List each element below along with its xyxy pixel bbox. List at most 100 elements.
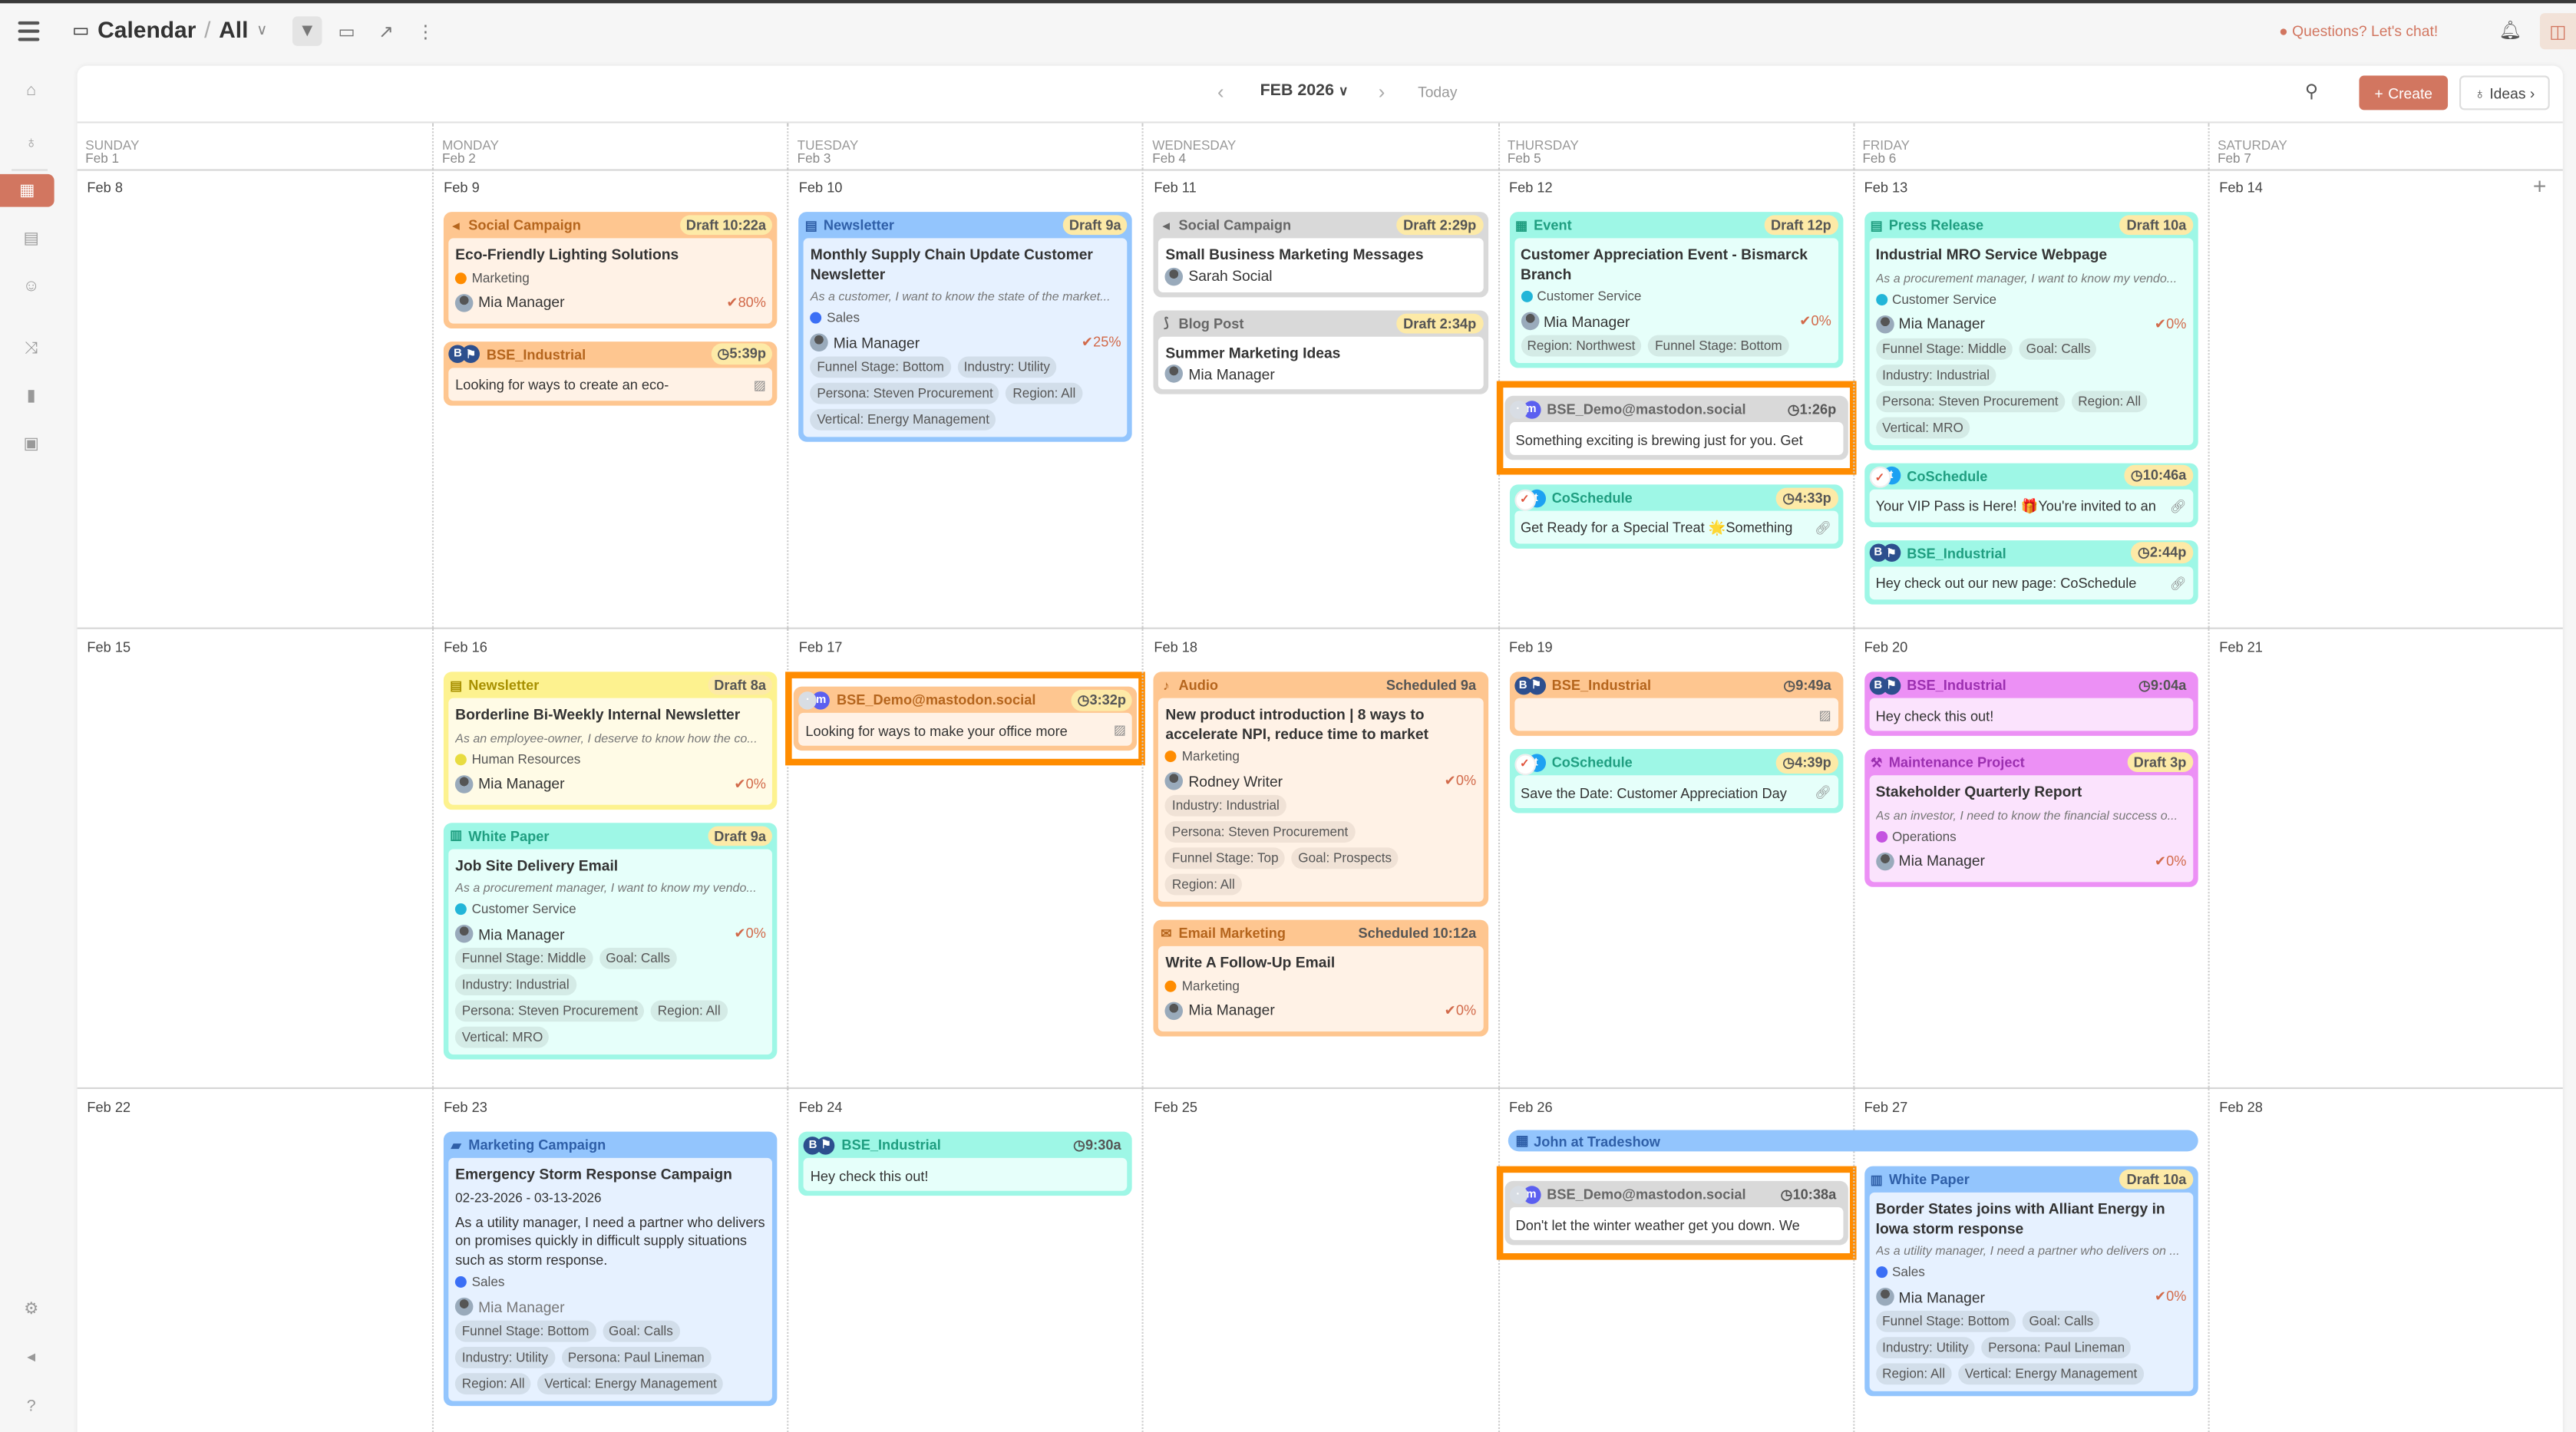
multi-day-event[interactable]: ▦ John at Tradeshow [1507, 1130, 2198, 1152]
social-post-card[interactable]: · m BSE_Demo@mastodon.social ◷1:26p Somethin… [1504, 395, 1848, 460]
post-preview[interactable]: Hey check out our new page: CoSchedule 🔗︎ [1876, 574, 2187, 592]
tag[interactable]: Funnel Stage: Bottom [810, 356, 951, 378]
day-cell[interactable]: Feb 23 ▰ Marketing Campaign Emergency Storm… [432, 1087, 788, 1432]
day-cell[interactable]: Feb 17 · m BSE_Demo@mastodon.social ◷3:32p Lo… [785, 627, 1146, 1087]
tag[interactable]: Funnel Stage: Bottom [455, 1320, 596, 1342]
tag[interactable]: Industry: Utility [1875, 1337, 1976, 1359]
sidebar-item-settings[interactable]: ⚙ [10, 1292, 53, 1325]
post-preview[interactable]: Hey check this out! [1876, 706, 2187, 724]
post-preview[interactable]: Save the Date: Customer Appreciation Day… [1521, 784, 1831, 802]
sidebar-item-people[interactable]: ☺ [10, 269, 53, 302]
tag[interactable]: Funnel Stage: Bottom [1875, 1310, 2016, 1332]
tag[interactable]: Funnel Stage: Middle [455, 947, 593, 969]
post-preview[interactable]: Your VIP Pass is Here! 🎁You're invited t… [1876, 497, 2187, 515]
day-cell[interactable]: Feb 24 B ⚑ BSE_Industrial ◷9:30a Hey check th… [787, 1087, 1143, 1432]
content-card[interactable]: ▤ Press Release Draft 10a Industrial MRO Se… [1864, 212, 2198, 450]
tag[interactable]: Persona: Steven Procurement [1875, 390, 2066, 412]
tag[interactable]: Region: All [455, 1373, 532, 1395]
tag[interactable]: Vertical: MRO [1875, 416, 1970, 438]
day-cell[interactable]: Feb 20 B ⚑ BSE_Industrial ◷9:04a Hey check th… [1852, 627, 2208, 1087]
day-cell[interactable]: Feb 13 ▤ Press Release Draft 10a Industrial … [1852, 167, 2208, 628]
content-card[interactable]: ♪ Audio Scheduled 9a New product introducti… [1154, 671, 1488, 907]
tag[interactable]: Region: All [2071, 390, 2148, 412]
content-title[interactable]: Summer Marketing Ideas [1165, 344, 1341, 361]
more-icon[interactable]: ⋮ [416, 21, 435, 42]
view-selector[interactable]: All [219, 16, 249, 43]
day-cell[interactable]: Feb 26 · m BSE_Demo@mastodon.social ◷10:38a D… [1495, 1087, 1856, 1432]
tag[interactable]: Funnel Stage: Top [1165, 847, 1286, 869]
tag[interactable]: Vertical: MRO [455, 1026, 550, 1048]
post-preview[interactable]: Looking for ways to create an eco- ▨ [455, 375, 766, 394]
sidebar-item-announcements[interactable]: ◂ [10, 1340, 53, 1373]
social-post-card[interactable]: ✓ t CoSchedule ◷4:39p Save the Date: Custome… [1508, 748, 1843, 813]
content-card[interactable]: ✉ Email Marketing Scheduled 10:12a Write A … [1154, 919, 1488, 1036]
content-card[interactable]: ◂ Social Campaign Draft 10:22a Eco-Friendly… [444, 212, 778, 328]
social-post-card[interactable]: · m BSE_Demo@mastodon.social ◷3:32p Looking … [794, 686, 1138, 751]
tag[interactable]: Persona: Steven Procurement [455, 1000, 645, 1022]
create-button[interactable]: + Create [2359, 75, 2449, 111]
today-button[interactable]: Today [1418, 84, 1458, 101]
sidebar-item-briefcase[interactable]: ▣ [10, 427, 53, 460]
tag[interactable]: Region: All [1875, 1363, 1952, 1385]
bell-icon[interactable]: 🔔︎ [2498, 21, 2522, 41]
content-card[interactable]: ◂ Social Campaign Draft 2:29p Small Busines… [1154, 212, 1488, 297]
content-card[interactable]: ▰ Marketing Campaign Emergency Storm Respo… [444, 1131, 778, 1407]
post-preview[interactable]: Get Ready for a Special Treat 🌟Something… [1521, 519, 1831, 537]
tag[interactable]: Persona: Steven Procurement [1165, 821, 1355, 843]
sidebar-item-ideas[interactable]: ♁ [10, 127, 53, 160]
post-preview[interactable]: Looking for ways to make your office mor… [805, 721, 1126, 740]
tag[interactable]: Persona: Steven Procurement [810, 382, 1000, 404]
next-month-icon[interactable]: › [1378, 80, 1385, 104]
content-title[interactable]: Borderline Bi-Weekly Internal Newsletter [455, 706, 741, 723]
content-title[interactable]: Write A Follow-Up Email [1165, 954, 1336, 971]
page-title[interactable]: Calendar [97, 16, 197, 43]
content-title[interactable]: Industrial MRO Service Webpage [1875, 246, 2108, 263]
content-title[interactable]: Customer Appreciation Event - Bismarck B… [1520, 246, 1808, 282]
day-cell[interactable]: Feb 9 ◂ Social Campaign Draft 10:22a Eco-Fri… [432, 167, 788, 628]
day-cell[interactable]: Feb 21 [2208, 627, 2563, 1087]
sidebar-item-shuffle[interactable]: ⤨ [10, 332, 53, 365]
day-cell[interactable]: Feb 22 [78, 1087, 433, 1432]
day-cell[interactable]: Feb 12 ▦ Event Draft 12p Customer Appreciati… [1495, 167, 1856, 628]
tag[interactable]: Persona: Paul Lineman [561, 1347, 712, 1368]
prev-month-icon[interactable]: ‹ [1217, 80, 1224, 104]
tag[interactable]: Industry: Industrial [1875, 364, 1996, 385]
share-icon[interactable]: ↗ [378, 21, 394, 42]
content-card[interactable]: ⚒ Maintenance Project Draft 3p Stakeholder … [1864, 748, 2198, 886]
day-cell[interactable]: Feb 25 [1142, 1087, 1498, 1432]
day-cell[interactable]: Feb 27 ▥ White Paper Draft 10a Border States… [1852, 1087, 2208, 1432]
sidebar-item-help[interactable]: ? [10, 1390, 53, 1423]
sidebar-item-home[interactable]: ⌂ [10, 74, 53, 107]
social-post-card[interactable]: B ⚑ BSE_Industrial ◷2:44p Hey check out our … [1864, 539, 2198, 604]
tag[interactable]: Vertical: Energy Management [1958, 1363, 2144, 1385]
post-preview[interactable]: ▨ [1521, 706, 1831, 724]
post-preview[interactable]: Don't let the winter weather get you dow… [1516, 1216, 1837, 1234]
day-cell[interactable]: Feb 10 ▤ Newsletter Draft 9a Monthly Supply … [787, 167, 1143, 628]
content-card[interactable]: ⟆ Blog Post Draft 2:34p Summer Marketing Id… [1154, 309, 1488, 394]
content-card[interactable]: ▥ White Paper Draft 10a Border States joins… [1864, 1166, 2198, 1397]
content-title[interactable]: Small Business Marketing Messages [1165, 246, 1424, 263]
tag[interactable]: Region: All [1165, 873, 1242, 896]
tag[interactable]: Region: Northwest [1520, 335, 1642, 357]
tag[interactable]: Funnel Stage: Bottom [1648, 335, 1789, 357]
add-event-icon[interactable]: + [2532, 172, 2547, 199]
tag[interactable]: Goal: Prospects [1291, 847, 1399, 869]
search-icon[interactable]: ⚲ [2304, 82, 2319, 102]
content-title[interactable]: Job Site Delivery Email [455, 856, 619, 873]
social-post-card[interactable]: · m BSE_Demo@mastodon.social ◷10:38a Don't l… [1504, 1180, 1848, 1246]
content-title[interactable]: New product introduction | 8 ways to acc… [1165, 706, 1428, 742]
content-card[interactable]: ▥ White Paper Draft 9a Job Site Delivery Em… [444, 822, 778, 1060]
tag[interactable]: Goal: Calls [599, 947, 677, 969]
content-title[interactable]: Border States joins with Alliant Energy … [1875, 1200, 2165, 1236]
tag[interactable]: Region: All [651, 1000, 728, 1022]
post-preview[interactable]: Hey check this out! [811, 1166, 1121, 1185]
day-cell[interactable]: Feb 15 [78, 628, 433, 1087]
post-preview[interactable]: Something exciting is brewing just for y… [1516, 431, 1837, 449]
chevron-down-icon[interactable]: ∨ [256, 20, 268, 38]
tag[interactable]: Goal: Calls [2020, 337, 2097, 359]
tag[interactable]: Goal: Calls [2022, 1310, 2100, 1332]
social-post-card[interactable]: B ⚑ BSE_Industrial ◷5:39p Looking for ways t… [444, 341, 778, 405]
chat-link[interactable]: ● Questions? Let's chat! [2279, 23, 2438, 39]
menu-icon[interactable] [18, 21, 40, 46]
tag[interactable]: Industry: Industrial [1165, 794, 1286, 817]
